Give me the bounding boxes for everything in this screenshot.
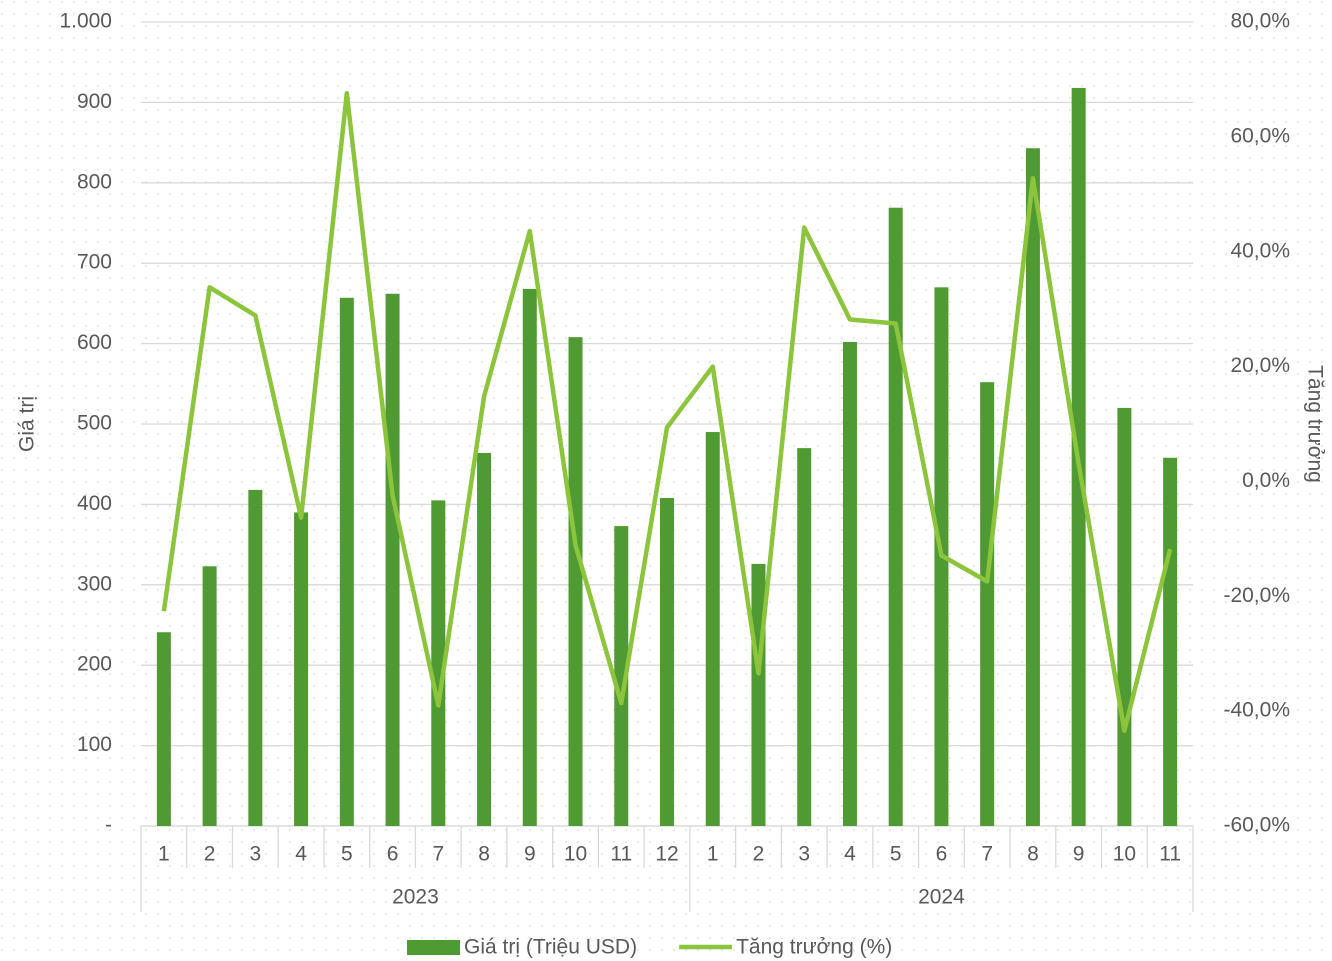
group-label: 2024	[918, 886, 965, 909]
group-label: 2023	[392, 886, 439, 909]
y2-tick-label: 80,0%	[1230, 10, 1290, 33]
y-tick-label: 100	[77, 733, 112, 756]
bar	[888, 207, 903, 826]
bar	[248, 489, 263, 826]
x-tick-label: 2	[204, 843, 216, 866]
x-tick-label: 10	[1113, 843, 1136, 866]
bar	[477, 452, 492, 826]
bar	[522, 288, 537, 827]
bar	[1025, 148, 1040, 826]
y-axis-label: Giá trị	[16, 396, 39, 452]
bar	[614, 526, 629, 826]
bar	[797, 448, 812, 826]
x-tick-label: 3	[250, 843, 262, 866]
y2-tick-label: 0,0%	[1242, 469, 1290, 492]
bar	[339, 297, 354, 827]
x-tick-label: 8	[1027, 843, 1039, 866]
bar	[156, 632, 171, 826]
y-tick-label: -	[105, 814, 112, 837]
y2-tick-label: -60,0%	[1223, 814, 1290, 837]
bar	[385, 293, 400, 826]
legend-label: Giá trị (Triệu USD)	[464, 936, 637, 959]
x-tick-label: 7	[432, 843, 444, 866]
x-tick-label: 1	[707, 843, 719, 866]
bar	[980, 382, 995, 826]
y-tick-label: 300	[77, 572, 112, 595]
x-tick-label: 9	[1073, 843, 1085, 866]
bar	[751, 563, 766, 826]
y-tick-label: 800	[77, 170, 112, 193]
y2-tick-label: 20,0%	[1230, 354, 1290, 377]
x-tick-label: 7	[981, 843, 993, 866]
x-tick-label: 12	[655, 843, 678, 866]
bar	[660, 497, 674, 826]
bar	[568, 337, 583, 826]
bar	[202, 566, 217, 826]
x-tick-label: 1	[158, 843, 170, 866]
x-tick-label: 2	[753, 843, 765, 866]
y2-tick-label: 60,0%	[1230, 124, 1290, 147]
y2-tick-label: -20,0%	[1223, 584, 1290, 607]
y2-axis-label: Tăng trưởng	[1303, 365, 1326, 483]
x-tick-label: 3	[798, 843, 810, 866]
x-tick-label: 9	[524, 843, 536, 866]
y2-tick-label: 40,0%	[1230, 239, 1290, 262]
x-tick-label: 8	[478, 843, 490, 866]
x-tick-label: 6	[936, 843, 948, 866]
legend-label: Tăng trưởng (%)	[736, 936, 892, 959]
x-tick-label: 11	[1159, 843, 1181, 866]
bar	[1163, 457, 1178, 826]
bar	[705, 432, 720, 826]
x-tick-label: 11	[610, 843, 632, 866]
y-tick-label: 700	[77, 251, 112, 274]
bar	[431, 500, 446, 826]
y-tick-label: 1.000	[59, 10, 112, 33]
bar	[294, 512, 309, 826]
x-tick-label: 10	[564, 843, 587, 866]
legend-swatch	[407, 940, 460, 955]
bar	[1117, 407, 1132, 826]
x-tick-label: 5	[341, 843, 353, 866]
x-tick-label: 5	[890, 843, 902, 866]
y-tick-label: 900	[77, 90, 112, 113]
x-tick-label: 4	[295, 843, 307, 866]
y-tick-label: 500	[77, 412, 112, 435]
bar	[842, 341, 857, 826]
x-tick-label: 6	[387, 843, 399, 866]
y-tick-label: 400	[77, 492, 112, 515]
y-tick-label: 600	[77, 331, 112, 354]
y-tick-label: 200	[77, 653, 112, 676]
y2-tick-label: -40,0%	[1223, 699, 1290, 722]
x-tick-label: 4	[844, 843, 856, 866]
line	[161, 90, 1173, 733]
